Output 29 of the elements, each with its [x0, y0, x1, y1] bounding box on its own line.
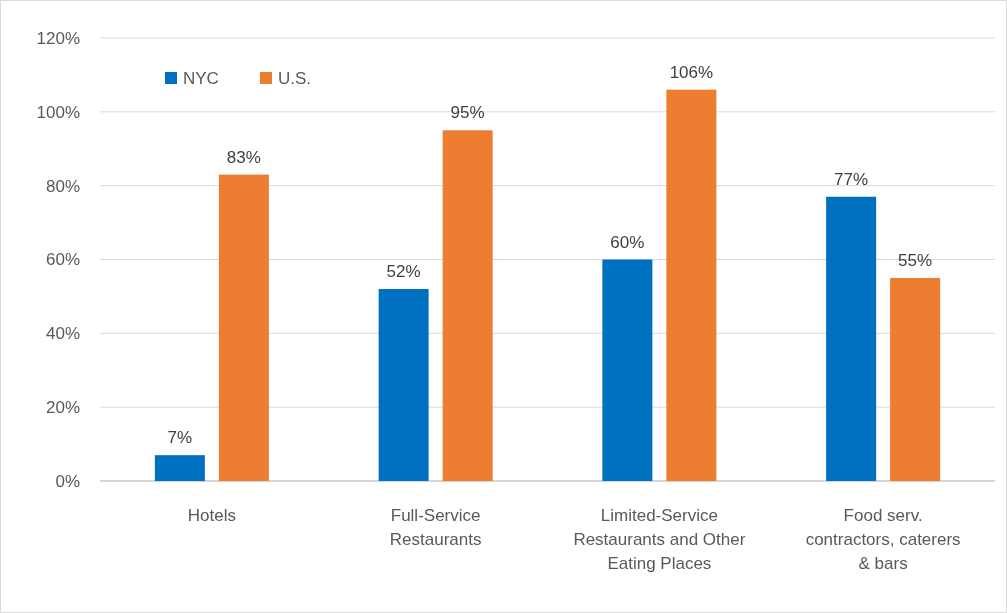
y-tick-label: 40% [45, 324, 80, 344]
data-label: 77% [834, 169, 869, 189]
data-label: 106% [669, 62, 714, 82]
bar [666, 89, 717, 481]
legend-label: NYC [183, 68, 219, 88]
y-tick-label: 20% [45, 398, 80, 418]
data-label: 52% [386, 262, 421, 282]
bar [378, 289, 429, 481]
bar [602, 259, 653, 481]
y-tick-label: 120% [36, 28, 80, 48]
y-tick-label: 100% [36, 102, 80, 122]
data-label: 95% [450, 103, 485, 123]
bar [890, 277, 941, 481]
bar [442, 130, 493, 481]
data-label: 7% [167, 428, 193, 448]
y-tick-label: 80% [45, 176, 80, 196]
bar [826, 196, 877, 481]
data-label: 55% [898, 250, 933, 270]
x-tick-label: Food serv. contractors, caterers & bars [805, 506, 961, 573]
y-tick-label: 60% [45, 250, 80, 270]
x-tick-label: Limited-Service Restaurants and Other Eating Places [573, 506, 746, 573]
legend-label: U.S. [278, 68, 312, 88]
bar [218, 174, 269, 481]
y-tick-label: 0% [55, 471, 80, 491]
x-tick-label: Hotels [187, 506, 236, 525]
data-label: 60% [610, 232, 645, 252]
bar [154, 455, 205, 481]
x-tick-label: Full-Service Restaurants [389, 506, 482, 549]
data-label: 83% [226, 147, 261, 167]
